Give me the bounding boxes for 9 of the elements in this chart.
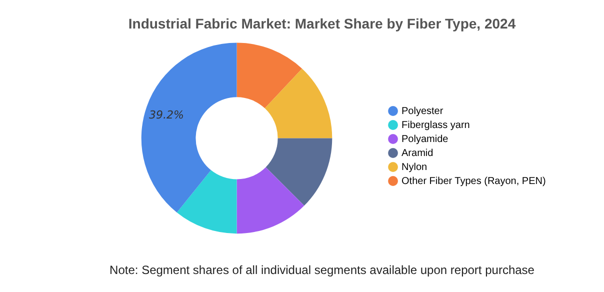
text: Note: Segment shares of all individual segments available upon report purchase [110, 263, 535, 278]
legend-label: Polyamide [402, 134, 449, 145]
legend-label: Fiberglass yarn [402, 120, 470, 131]
data-label: 39.2% [148, 108, 184, 122]
legend-label: Other Fiber Types (Rayon, PEN) [402, 176, 546, 187]
chart-title: Industrial Fabric Market: Market Share by Fiber Type, 2024 [128, 15, 516, 32]
legend-label: Nylon [402, 162, 428, 173]
legend-label: Polyester [402, 106, 444, 117]
legend-label: Aramid [402, 148, 434, 159]
